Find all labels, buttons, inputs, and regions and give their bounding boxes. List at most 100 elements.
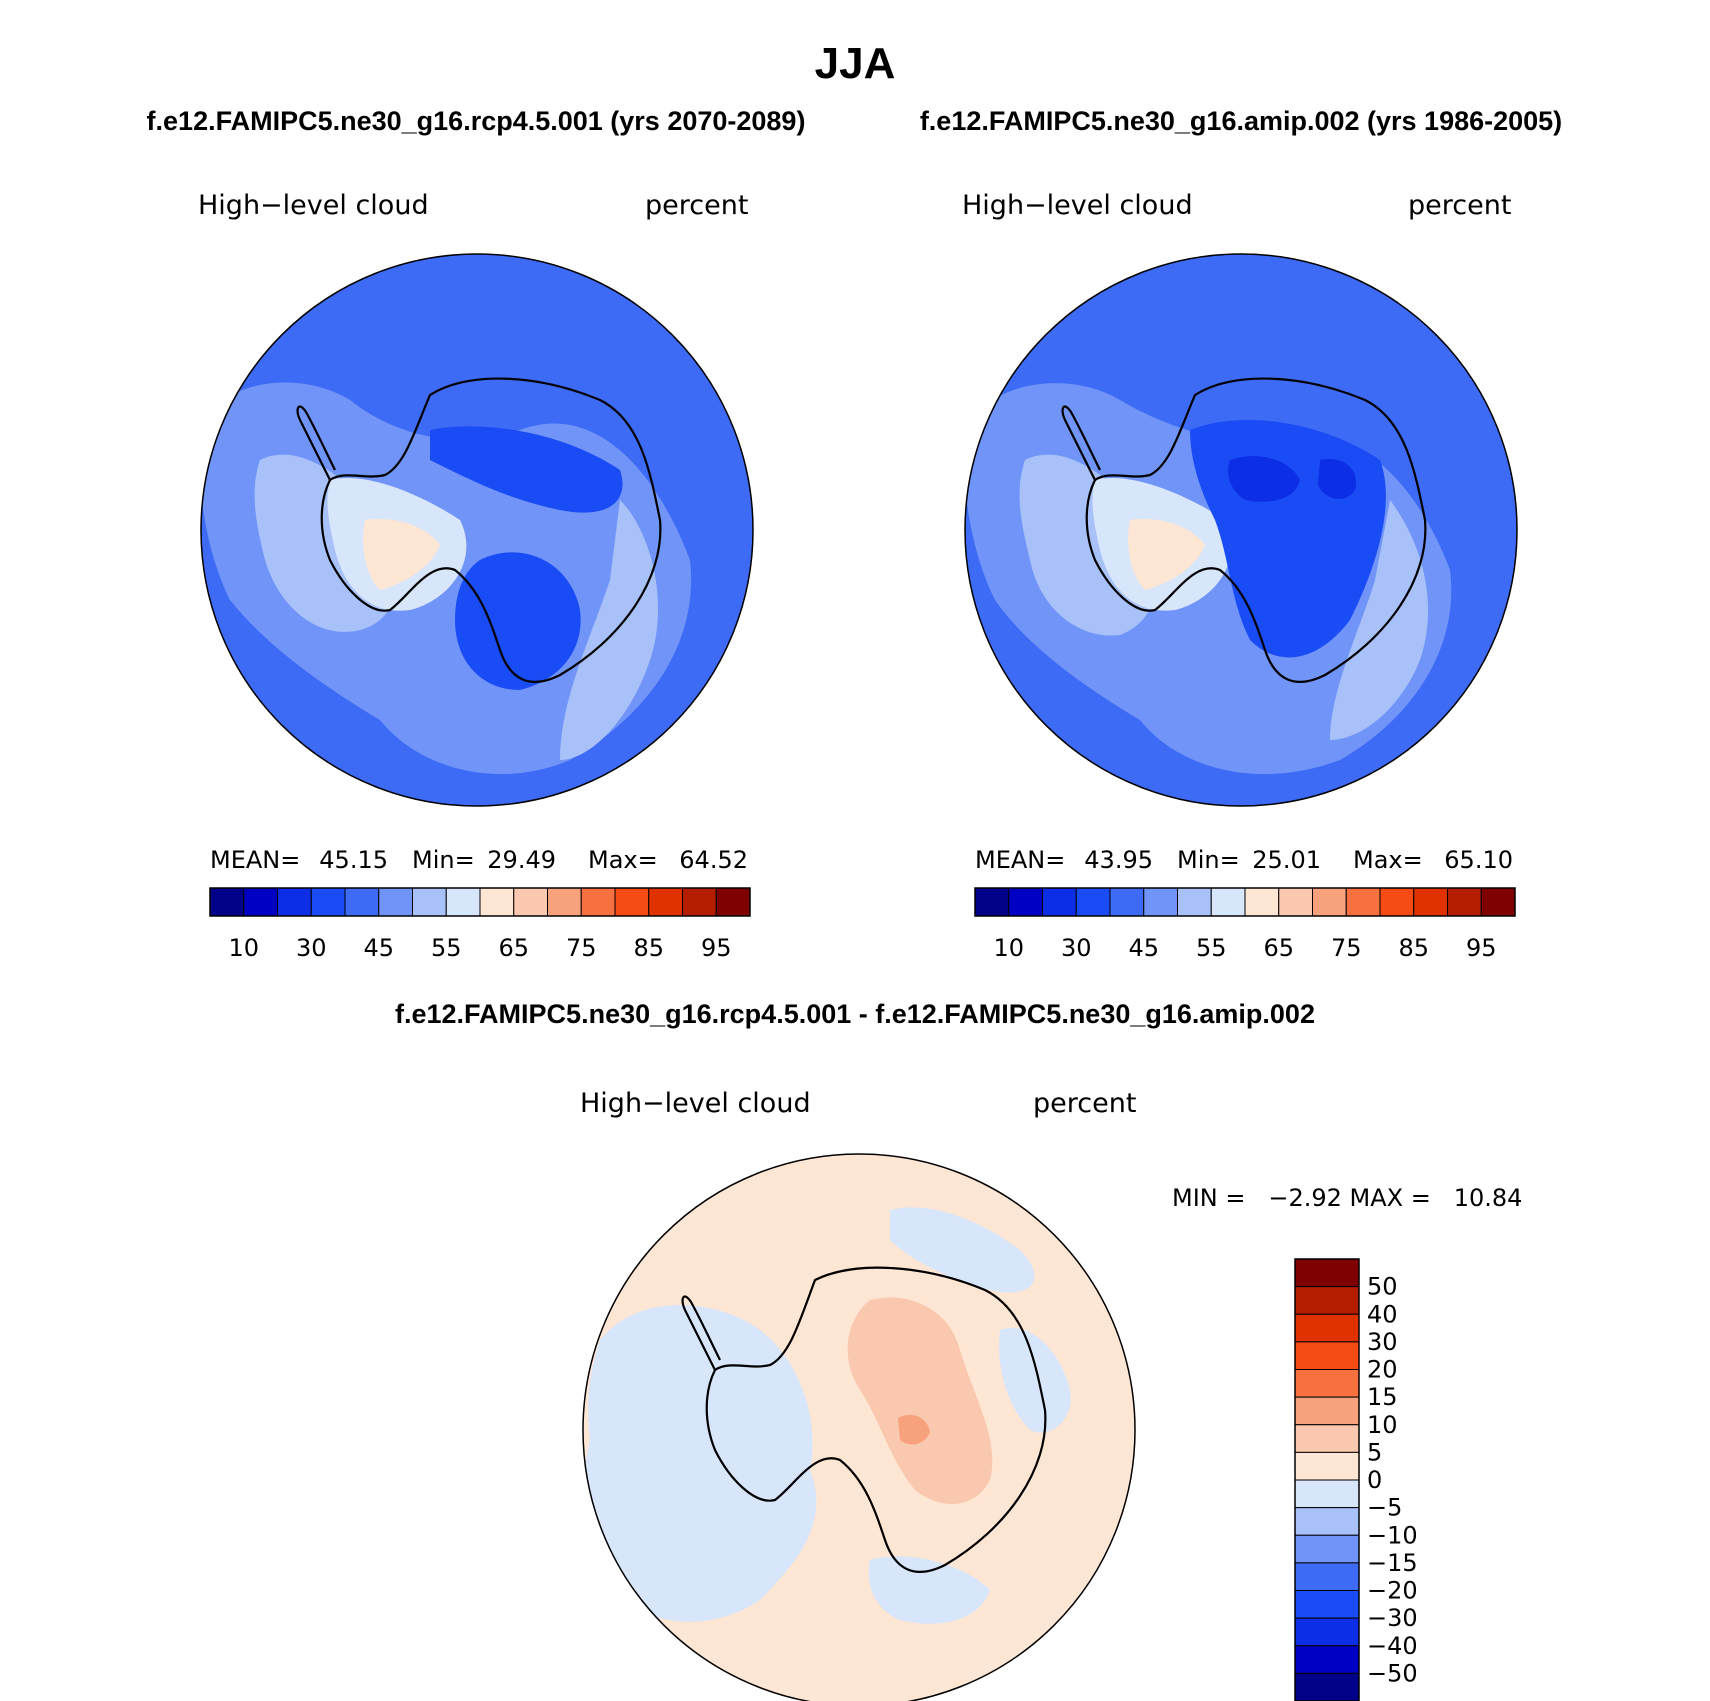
colorbar-tick-label: 15 xyxy=(1367,1383,1398,1411)
colorbar-tick-label: 45 xyxy=(1128,934,1159,962)
colorbar-tick-label: 55 xyxy=(1196,934,1227,962)
colorbar-bin xyxy=(513,887,548,917)
min-label: Min= xyxy=(412,846,475,874)
colorbar-bin xyxy=(614,887,650,917)
colorbar-tick-label: 40 xyxy=(1367,1300,1398,1328)
contour-darkest-blue xyxy=(1228,456,1300,502)
colorbar-bin xyxy=(1075,887,1111,917)
colorbar-tick-label: 30 xyxy=(1061,934,1092,962)
colorbar-bin xyxy=(1294,1534,1360,1564)
colorbar-bin xyxy=(1109,887,1145,917)
colorbar-bin xyxy=(1294,1396,1360,1426)
colorbar-bin xyxy=(1379,887,1415,917)
colorbar-bin xyxy=(1042,887,1077,917)
colorbar-bin xyxy=(209,887,245,917)
colorbar-bin xyxy=(1294,1590,1360,1619)
colorbar-bin xyxy=(1312,887,1347,917)
antarctic-peninsula xyxy=(296,405,336,481)
colorbar-bin xyxy=(1294,1672,1360,1701)
colorbar-bin xyxy=(547,887,582,917)
max-value: 64.52 xyxy=(679,846,748,874)
map-boundary xyxy=(200,253,754,807)
contour-pale-blue-west xyxy=(583,1305,817,1622)
contour-pale-blue-east xyxy=(1330,500,1429,740)
colorbar-bin xyxy=(1413,887,1448,917)
colorbar-bin xyxy=(1008,887,1043,917)
colorbar-bin xyxy=(1294,1617,1360,1647)
colorbar: 10 30 45 55 65 75 85 95 xyxy=(209,887,751,962)
colorbar-frame xyxy=(209,887,751,917)
mean-value: 43.95 xyxy=(1084,846,1153,874)
colorbar-bin xyxy=(1177,887,1212,917)
colorbar-bin xyxy=(1294,1286,1360,1315)
colorbar-tick-label: 95 xyxy=(1466,934,1497,962)
colorbar-bin xyxy=(1278,887,1313,917)
panel-right-amip: High−level cloud percent MEAN= 43.95 Min… xyxy=(962,190,1518,962)
colorbar-tick-label: 30 xyxy=(1367,1328,1398,1356)
colorbar-tick-label: 75 xyxy=(1331,934,1362,962)
colorbar-bin xyxy=(1244,887,1280,917)
panel-left-rcp45: High−level cloud percent MEAN= 45.15 Min… xyxy=(198,190,754,962)
colorbar-bin xyxy=(1294,1562,1360,1591)
right-case-title: f.e12.FAMIPC5.ne30_g16.amip.002 (yrs 198… xyxy=(920,106,1562,136)
panel-units-label: percent xyxy=(1033,1088,1136,1119)
colorbar-bin xyxy=(1143,887,1178,917)
colorbar-bin xyxy=(1294,1369,1360,1398)
colorbar-bin xyxy=(479,887,515,917)
colorbar-tick-label: 65 xyxy=(1263,934,1294,962)
colorbar-bin xyxy=(1480,887,1516,917)
antarctic-peninsula xyxy=(681,1295,721,1371)
colorbar-bin xyxy=(1294,1341,1360,1370)
colorbar-bin xyxy=(310,887,346,917)
mean-label: MEAN= xyxy=(975,846,1065,874)
colorbar-bin xyxy=(1447,887,1482,917)
max-label: Max= xyxy=(1353,846,1423,874)
colorbar-tick-label: −30 xyxy=(1367,1604,1418,1632)
colorbar-bin xyxy=(243,887,278,917)
panel-variable-label: High−level cloud xyxy=(198,190,429,221)
panel-variable-label: High−level cloud xyxy=(580,1088,811,1119)
contour-pale-blue-east xyxy=(999,1328,1071,1433)
min-value: 29.49 xyxy=(487,846,556,874)
colorbar-tick-label: −5 xyxy=(1367,1494,1402,1522)
panel-units-label: percent xyxy=(645,190,748,221)
colorbar-bin xyxy=(1294,1451,1360,1481)
colorbar-bin xyxy=(974,887,1010,917)
map-field xyxy=(583,1154,1135,1701)
colorbar-tick-label: −15 xyxy=(1367,1549,1418,1577)
left-case-title: f.e12.FAMIPC5.ne30_g16.rcp4.5.001 (yrs 2… xyxy=(147,106,806,136)
colorbar-tick-label: 10 xyxy=(1367,1411,1398,1439)
contour-pale-blue-south xyxy=(868,1556,990,1624)
panel-difference: High−level cloud percent MIN = −2.92 MAX… xyxy=(580,1088,1522,1701)
colorbar-tick-label: 10 xyxy=(228,934,259,962)
colorbar-frame xyxy=(974,887,1516,917)
colorbar-bin xyxy=(1294,1479,1360,1509)
colorbar-bin xyxy=(715,887,751,917)
colorbar-bin xyxy=(412,887,447,917)
colorbar-bin xyxy=(1294,1424,1360,1453)
antarctica-coastline xyxy=(705,1266,1047,1573)
colorbar-tick-label: 65 xyxy=(498,934,529,962)
colorbar-tick-label: 95 xyxy=(701,934,732,962)
colorbar-tick-label: −10 xyxy=(1367,1521,1418,1549)
colorbar-bin xyxy=(580,887,616,917)
colorbar-tick-label: −20 xyxy=(1367,1577,1418,1605)
colorbar-bin xyxy=(344,887,380,917)
colorbar-tick-label: 0 xyxy=(1367,1466,1382,1494)
contour-darkest-blue-2 xyxy=(1318,459,1356,500)
colorbar-bin xyxy=(682,887,717,917)
colorbar-tick-label: 5 xyxy=(1367,1438,1382,1466)
panel-units-label: percent xyxy=(1408,190,1511,221)
mean-label: MEAN= xyxy=(210,846,300,874)
min-max-stats: MIN = −2.92 MAX = 10.84 xyxy=(1172,1184,1522,1212)
min-value: 25.01 xyxy=(1252,846,1321,874)
colorbar-tick-label: −40 xyxy=(1367,1632,1418,1660)
contour-peach xyxy=(1128,519,1205,590)
colorbar-tick-label: 30 xyxy=(296,934,327,962)
colorbar-bin xyxy=(378,887,413,917)
min-label: Min= xyxy=(1177,846,1240,874)
colorbar-frame xyxy=(1294,1258,1360,1701)
stats-line: MEAN= 43.95 Min= 25.01 Max= 65.10 xyxy=(975,846,1513,874)
